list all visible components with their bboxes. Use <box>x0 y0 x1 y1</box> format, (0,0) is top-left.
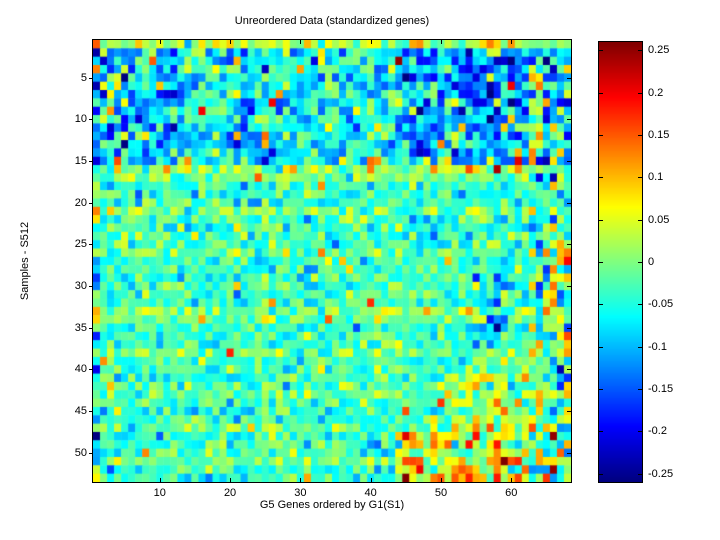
y-tick-label: 20 <box>74 196 87 209</box>
colorbar-tick-mark <box>599 92 603 94</box>
y-tick-mark <box>89 119 93 121</box>
chart-title: Unreordered Data (standardized genes) <box>234 15 430 27</box>
x-tick-label: 40 <box>364 487 377 499</box>
colorbar-tick-mark <box>638 92 642 94</box>
colorbar <box>598 41 643 483</box>
colorbar-tick-label: 0.2 <box>648 86 664 99</box>
y-tick-label: 5 <box>80 71 87 84</box>
x-tick-mark <box>440 478 442 482</box>
y-tick-mark <box>567 119 571 121</box>
y-tick-label: 10 <box>74 113 87 126</box>
colorbar-tick-mark <box>599 135 603 137</box>
x-tick-label: 30 <box>294 487 307 499</box>
y-tick-mark <box>567 202 571 204</box>
y-tick-label: 35 <box>74 321 87 334</box>
x-tick-label: 10 <box>153 487 166 499</box>
colorbar-tick-mark <box>638 177 642 179</box>
y-tick-mark <box>567 411 571 413</box>
x-axis-label: G5 Genes ordered by G1(S1) <box>259 499 405 511</box>
heatmap-canvas <box>93 40 571 482</box>
y-tick-mark <box>567 244 571 246</box>
colorbar-tick-label: -0.15 <box>648 382 674 395</box>
y-tick-mark <box>567 327 571 329</box>
colorbar-tick-label: -0.25 <box>648 467 674 480</box>
colorbar-tick-mark <box>638 304 642 306</box>
colorbar-tick-mark <box>638 431 642 433</box>
colorbar-tick-mark <box>638 219 642 221</box>
y-tick-mark <box>89 369 93 371</box>
y-tick-mark <box>89 327 93 329</box>
y-tick-mark <box>89 411 93 413</box>
colorbar-tick-label: 0.05 <box>648 213 670 226</box>
x-tick-mark <box>230 40 232 44</box>
colorbar-tick-mark <box>599 304 603 306</box>
x-tick-mark <box>440 40 442 44</box>
y-tick-mark <box>89 244 93 246</box>
x-tick-mark <box>370 478 372 482</box>
y-tick-label: 15 <box>74 154 87 167</box>
y-axis-label: Samples - S512 <box>19 221 31 301</box>
x-tick-mark <box>159 478 161 482</box>
y-tick-mark <box>89 77 93 79</box>
colorbar-tick-label: -0.1 <box>648 340 667 353</box>
y-tick-mark <box>89 202 93 204</box>
colorbar-tick-label: 0.1 <box>648 171 664 184</box>
y-tick-label: 30 <box>74 280 87 293</box>
x-tick-label: 50 <box>434 487 448 499</box>
y-tick-mark <box>567 286 571 288</box>
colorbar-tick-label: 0 <box>648 256 655 268</box>
x-tick-mark <box>300 478 302 482</box>
y-tick-mark <box>567 369 571 371</box>
colorbar-tick-mark <box>638 262 642 263</box>
colorbar-tick-label: 0.25 <box>648 44 670 57</box>
colorbar-tick-mark <box>638 473 642 475</box>
x-tick-mark <box>300 40 302 44</box>
colorbar-tick-mark <box>599 262 603 263</box>
colorbar-tick-mark <box>599 346 603 348</box>
colorbar-canvas <box>599 42 642 482</box>
y-tick-label: 45 <box>74 405 87 418</box>
x-tick-mark <box>511 478 513 482</box>
x-tick-label: 20 <box>223 487 237 499</box>
colorbar-tick-mark <box>599 431 603 433</box>
colorbar-tick-mark <box>638 50 642 52</box>
colorbar-tick-mark <box>599 473 603 475</box>
x-tick-mark <box>370 40 372 44</box>
colorbar-tick-mark <box>638 346 642 348</box>
colorbar-tick-mark <box>599 219 603 221</box>
y-tick-mark <box>567 77 571 79</box>
y-tick-mark <box>89 452 93 454</box>
colorbar-tick-mark <box>638 388 642 390</box>
colorbar-tick-label: -0.2 <box>648 425 667 438</box>
colorbar-tick-mark <box>638 135 642 137</box>
y-tick-label: 25 <box>74 238 87 251</box>
x-tick-mark <box>511 40 513 44</box>
y-tick-mark <box>89 286 93 288</box>
colorbar-tick-mark <box>599 50 603 52</box>
y-tick-label: 40 <box>74 363 87 376</box>
heatmap-axes <box>92 39 572 483</box>
colorbar-tick-mark <box>599 388 603 390</box>
x-tick-mark <box>159 40 161 44</box>
x-tick-mark <box>230 478 232 482</box>
colorbar-tick-label: 0.15 <box>648 129 670 142</box>
y-tick-mark <box>89 160 93 162</box>
x-tick-label: 60 <box>505 487 518 499</box>
y-tick-mark <box>567 452 571 454</box>
colorbar-tick-label: -0.05 <box>648 298 674 311</box>
colorbar-tick-mark <box>599 177 603 179</box>
y-tick-mark <box>567 160 571 162</box>
y-tick-label: 50 <box>74 446 87 459</box>
